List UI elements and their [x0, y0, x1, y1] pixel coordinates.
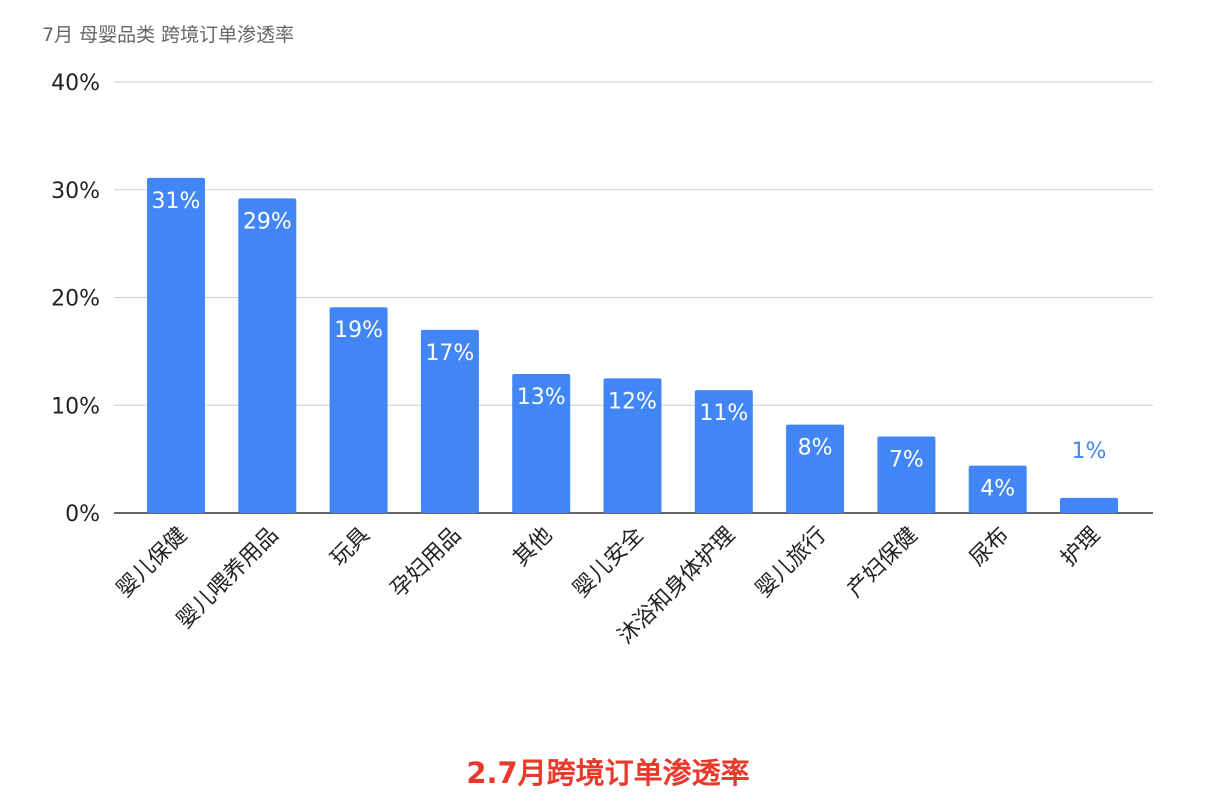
bar	[512, 374, 571, 513]
bars	[147, 177, 1118, 513]
x-tick-label: 婴儿保健	[112, 523, 192, 603]
x-tick-label: 婴儿安全	[569, 523, 649, 603]
bar	[694, 390, 753, 513]
y-axis-ticks: 0% 10% 20% 30% 40%	[51, 71, 100, 527]
bar	[420, 329, 479, 513]
y-tick-label: 10%	[51, 394, 100, 419]
bar	[786, 424, 845, 513]
x-tick-label: 护理	[1056, 523, 1105, 572]
data-label: 8%	[798, 436, 833, 461]
data-label: 1%	[1072, 439, 1107, 464]
x-tick-label: 婴儿旅行	[751, 523, 831, 603]
chart-title: 7月 母婴品类 跨境订单渗透率	[42, 24, 295, 46]
y-tick-label: 20%	[51, 287, 100, 312]
x-tick-label: 其他	[509, 523, 558, 572]
bar	[329, 307, 388, 513]
data-label: 11%	[699, 401, 748, 426]
data-label: 17%	[425, 341, 474, 366]
data-label: 19%	[334, 318, 383, 343]
y-tick-label: 0%	[65, 502, 100, 527]
y-tick-label: 30%	[51, 179, 100, 204]
bar	[603, 378, 662, 513]
y-tick-label: 40%	[51, 71, 100, 96]
bar	[1060, 497, 1118, 513]
x-axis-ticks: 婴儿保健婴儿喂养用品 玩具 孕妇用品 其他 婴儿安全沐浴和身体护理 婴儿旅行 产妇保健 尿布护…	[112, 523, 1105, 650]
data-label: 7%	[889, 447, 924, 472]
data-label: 29%	[243, 209, 292, 234]
x-tick-label: 产妇保健	[843, 523, 923, 603]
x-tick-label: 孕妇用品	[386, 523, 466, 603]
figure-caption: 2.7月跨境订单渗透率	[466, 756, 750, 790]
data-label: 12%	[608, 389, 657, 414]
data-label: 4%	[980, 477, 1015, 502]
bar	[877, 436, 936, 513]
bar	[147, 177, 205, 513]
x-tick-label: 玩具	[326, 523, 375, 572]
data-label: 13%	[517, 385, 566, 410]
bar	[238, 198, 297, 513]
x-tick-label: 尿布	[965, 523, 1014, 572]
bar	[968, 465, 1027, 513]
data-labels: 31% 29% 19% 17% 13% 12% 11% 8% 7% 4% 1%	[152, 189, 1107, 502]
data-label: 31%	[152, 189, 201, 214]
bar-chart: 31% 29% 19% 17% 13% 12% 11% 8% 7% 4% 1% 0% 10% 20% 30…	[51, 71, 1153, 650]
